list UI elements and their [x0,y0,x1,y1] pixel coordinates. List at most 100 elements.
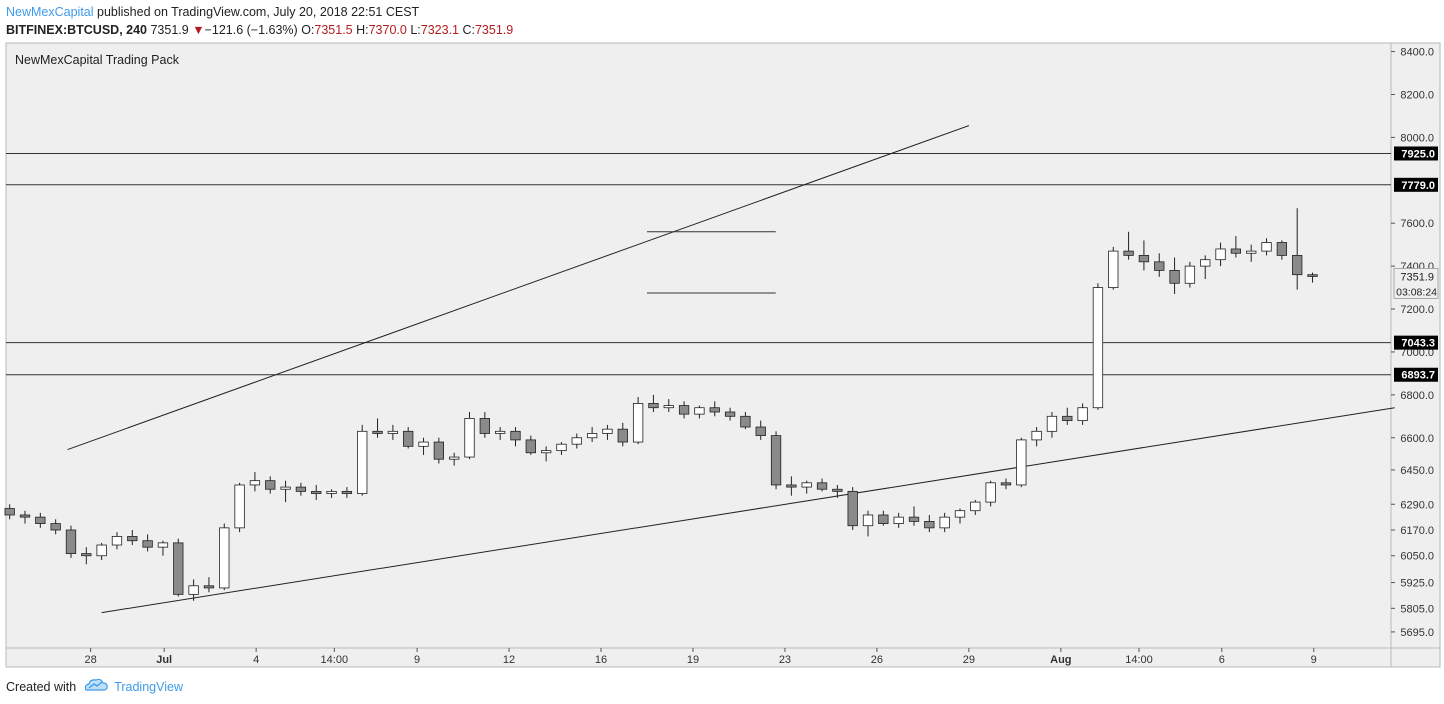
candle[interactable] [648,403,659,409]
candle[interactable] [1215,248,1226,261]
candle[interactable] [1016,439,1027,486]
price-tick-label: 6600.0 [1400,433,1434,445]
candle[interactable] [893,516,904,524]
candle[interactable] [1246,250,1257,254]
candle[interactable] [1307,274,1318,277]
candle[interactable] [326,490,337,494]
candle[interactable] [96,544,107,557]
candle[interactable] [280,486,291,490]
candle[interactable] [464,418,475,458]
tradingview-cloud-icon [84,678,108,695]
candle[interactable] [602,428,613,434]
candle[interactable] [663,405,674,409]
candle[interactable] [832,488,843,492]
candle[interactable] [157,542,169,548]
candle[interactable] [801,482,812,488]
candle[interactable] [908,516,920,522]
candle[interactable] [403,430,414,447]
candle[interactable] [1230,248,1242,254]
plot-area[interactable] [5,42,1392,649]
candle[interactable] [816,482,828,490]
candle[interactable] [1200,259,1211,267]
candle[interactable] [1154,261,1165,271]
candle[interactable] [234,484,245,529]
candle[interactable] [249,480,261,486]
candle[interactable] [295,486,307,492]
candle[interactable] [188,585,199,595]
candle[interactable] [81,553,92,557]
candle[interactable] [449,456,460,460]
candle[interactable] [65,529,77,555]
candle[interactable] [1123,250,1134,256]
candle[interactable] [1108,250,1119,288]
candle[interactable] [724,411,736,417]
candle[interactable] [632,403,644,443]
candle[interactable] [265,480,276,490]
candle[interactable] [311,490,322,494]
candle[interactable] [770,435,782,486]
candle[interactable] [571,437,582,445]
candle[interactable] [540,450,552,454]
candle[interactable] [755,426,766,437]
tradingview-link[interactable]: TradingView [114,679,183,694]
candle[interactable] [970,501,981,512]
candle[interactable] [510,430,521,441]
candle[interactable] [556,443,567,452]
candle[interactable] [617,428,628,443]
publish-info: published on TradingView.com, July 20, 2… [93,5,420,19]
candle[interactable] [1092,287,1104,409]
candle[interactable] [939,516,950,529]
candle[interactable] [111,536,123,546]
candle[interactable] [127,536,138,542]
candle[interactable] [479,418,490,434]
candle[interactable] [586,433,598,439]
candle[interactable] [1276,242,1288,256]
candle[interactable] [357,430,368,494]
level-price-badge-label: 7779.0 [1401,180,1435,192]
candle[interactable] [1046,415,1058,432]
candle[interactable] [372,430,383,434]
candle[interactable] [694,407,705,415]
candle[interactable] [525,439,536,454]
candle[interactable] [1031,430,1042,441]
candle[interactable] [1184,265,1196,284]
candle[interactable] [1138,254,1150,263]
candle[interactable] [495,430,506,434]
level-price-badge-label: 7043.3 [1401,338,1435,350]
candle[interactable] [678,405,690,415]
candle[interactable] [4,508,15,516]
candle[interactable] [219,527,230,589]
candle[interactable] [1261,242,1272,252]
candle[interactable] [709,407,720,413]
candle[interactable] [924,521,935,529]
candle[interactable] [1062,415,1073,421]
trendline[interactable] [101,407,1395,614]
candle[interactable] [173,542,184,595]
candle[interactable] [1292,254,1303,276]
candle[interactable] [142,540,153,548]
candle[interactable] [1169,270,1180,284]
candle[interactable] [418,441,429,447]
candle[interactable] [954,510,966,518]
candle[interactable] [50,523,61,531]
candle[interactable] [35,516,46,524]
last-price: 7351.9 [150,23,189,37]
candle[interactable] [786,484,797,488]
candle[interactable] [1000,482,1012,486]
level-price-badge [1394,146,1438,161]
down-arrow-icon: ▼ [192,23,205,37]
candle[interactable] [433,441,445,460]
trendline[interactable] [67,125,970,451]
candle[interactable] [740,415,751,428]
candle[interactable] [203,585,215,589]
candle[interactable] [387,430,399,434]
candle[interactable] [862,514,874,527]
candle[interactable] [847,490,858,527]
candle[interactable] [341,490,353,494]
candle[interactable] [19,514,31,518]
candle[interactable] [1077,407,1088,421]
author-link[interactable]: NewMexCapital [6,5,94,19]
candle[interactable] [985,482,996,503]
candle[interactable] [878,514,889,524]
